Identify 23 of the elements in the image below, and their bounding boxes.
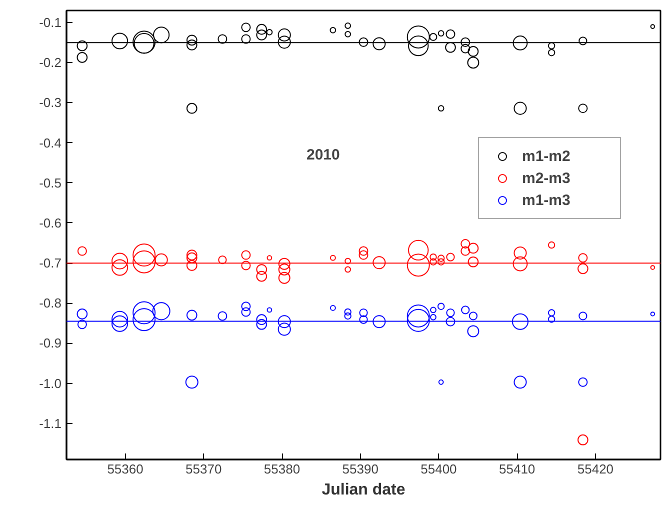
legend-label: m1-m2: [522, 148, 572, 164]
x-tick-label: 55410: [499, 462, 536, 476]
y-tick-label: -1.0: [39, 376, 62, 391]
x-tick-label: 55400: [420, 462, 457, 476]
y-tick-label: -0.8: [39, 296, 62, 311]
y-tick-label: -0.7: [39, 256, 62, 271]
y-tick-label: -0.2: [39, 55, 62, 70]
x-tick-label: 55390: [342, 462, 378, 476]
y-tick-label: -0.5: [39, 175, 62, 190]
y-tick-label: -0.1: [39, 15, 62, 30]
x-tick-label: 55370: [186, 462, 222, 476]
y-tick-label: -0.4: [39, 135, 62, 150]
x-axis-title: Julian date: [322, 482, 406, 498]
y-tick-label: -1.1: [39, 416, 62, 431]
legend-label: m1-m3: [522, 192, 572, 208]
x-tick-label: 55360: [107, 462, 144, 476]
legend-label: m2-m3: [522, 170, 572, 186]
x-tick-label: 55380: [264, 462, 300, 476]
y-tick-label: -0.3: [39, 95, 62, 110]
annotation: 2010: [306, 146, 340, 164]
x-tick-label: 55420: [577, 462, 614, 476]
y-tick-label: -0.9: [39, 336, 62, 351]
y-tick-label: -0.6: [39, 215, 62, 230]
